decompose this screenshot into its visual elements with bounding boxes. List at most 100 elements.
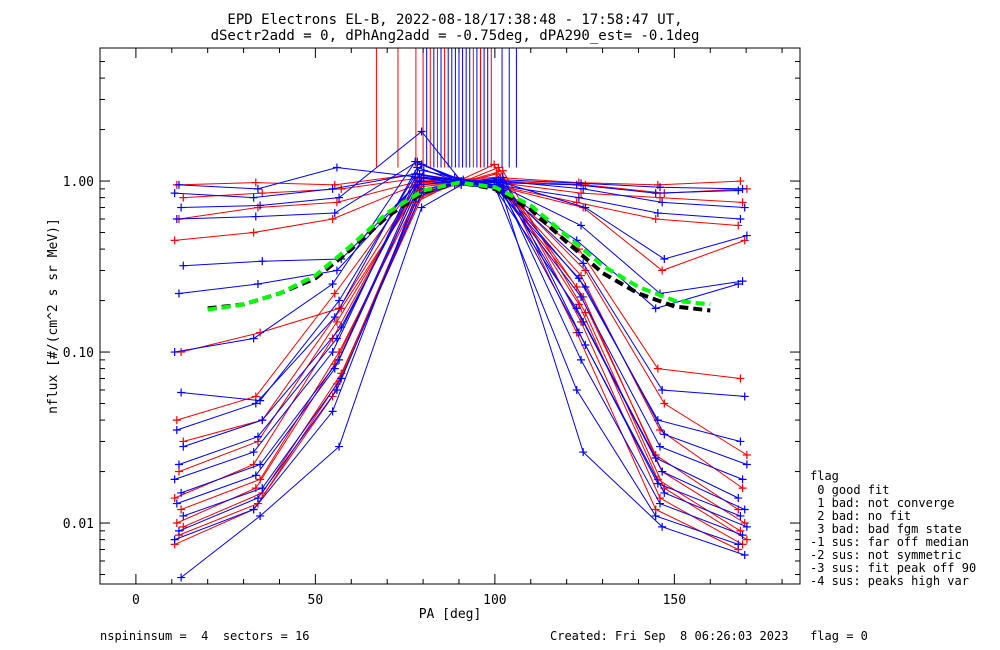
data-point-marker [417, 203, 426, 212]
data-point-marker [251, 471, 260, 480]
data-point-marker [658, 385, 667, 394]
data-point-marker [574, 193, 583, 202]
data-point-marker [653, 364, 662, 373]
data-point-marker [740, 236, 749, 245]
data-series [170, 127, 751, 582]
data-point-marker [332, 266, 341, 275]
series-line [174, 183, 739, 545]
data-point-marker [253, 184, 262, 193]
chart-title-line1: EPD Electrons EL-B, 2022-08-18/17:38:48 … [227, 12, 682, 28]
data-point-marker [738, 531, 747, 540]
legend-entry: 1 bad: not converge [810, 496, 955, 510]
data-point-marker [651, 189, 660, 198]
data-point-marker [332, 198, 341, 207]
data-point-marker [736, 437, 745, 446]
data-point-marker [337, 374, 346, 383]
flag-legend: flag 0 good fit 1 bad: not converge 2 ba… [810, 469, 976, 588]
data-point-marker [738, 484, 747, 493]
data-point-marker [249, 448, 258, 457]
data-point-marker [656, 499, 664, 508]
data-point-marker [177, 488, 186, 497]
data-point-marker [736, 511, 745, 520]
y-axis-label: nflux [#/(cm^2 s sr MeV)] [46, 218, 61, 414]
data-point-marker [335, 296, 344, 305]
data-point-marker [574, 328, 583, 337]
series-line [180, 176, 745, 353]
data-point-marker [734, 540, 743, 549]
data-point-marker [256, 460, 265, 469]
data-point-marker [660, 399, 669, 408]
data-point-marker [172, 416, 181, 425]
data-point-marker [174, 289, 183, 298]
data-point-marker [417, 127, 426, 136]
data-point-marker [330, 289, 339, 298]
data-point-marker [736, 177, 745, 186]
data-point-marker [177, 203, 186, 212]
data-point-marker [172, 499, 181, 508]
x-tick-label: 0 [132, 593, 140, 608]
data-point-marker [651, 304, 660, 313]
data-point-marker [332, 385, 341, 394]
data-point-marker [577, 221, 586, 230]
data-point-marker [174, 180, 183, 189]
data-point-marker [658, 522, 667, 531]
fit-curves [207, 180, 711, 313]
data-point-marker [179, 193, 188, 202]
data-point-marker [740, 392, 749, 401]
data-point-marker [256, 201, 265, 210]
data-point-marker [174, 460, 183, 469]
legend-title: flag [810, 469, 839, 483]
data-point-marker [658, 266, 667, 275]
data-point-marker [251, 399, 260, 408]
data-point-marker [249, 193, 258, 202]
data-point-marker [256, 475, 265, 484]
data-point-marker [574, 300, 583, 309]
data-point-marker [328, 280, 337, 289]
data-point-marker [335, 193, 344, 202]
data-point-marker [170, 494, 179, 503]
data-point-marker [734, 186, 743, 195]
x-tick-label: 50 [308, 593, 324, 608]
data-point-marker [174, 467, 183, 476]
legend-entry: 3 bad: bad fgm state [810, 522, 962, 536]
legend-entry: -3 sus: fit peak off 90 [810, 561, 976, 575]
data-point-marker [249, 228, 258, 237]
data-point-marker [335, 355, 344, 364]
data-point-marker [258, 257, 267, 266]
data-point-marker [328, 348, 337, 357]
y-tick-label: 0.01 [63, 517, 94, 532]
data-point-marker [256, 511, 265, 520]
data-point-marker [413, 157, 422, 166]
data-point-marker [177, 388, 186, 397]
data-point-marker [490, 160, 499, 169]
data-point-marker [651, 454, 660, 463]
data-point-marker [179, 511, 188, 520]
legend-entry: -1 sus: far off median [810, 535, 969, 549]
data-point-marker [738, 277, 747, 286]
series-line [183, 176, 748, 267]
data-point-marker [740, 203, 749, 212]
data-point-marker [577, 189, 586, 198]
data-point-marker [738, 184, 747, 193]
data-point-marker [172, 426, 181, 435]
data-point-marker [651, 511, 660, 520]
x-tick-label: 150 [663, 593, 686, 608]
legend-entry: 2 bad: no fit [810, 509, 911, 523]
data-point-marker [660, 430, 669, 439]
data-point-marker [572, 385, 581, 394]
data-point-marker [332, 317, 341, 326]
y-tick-label: 1.00 [63, 175, 94, 190]
series-line [183, 170, 748, 465]
data-point-marker [179, 442, 188, 451]
data-point-marker [577, 179, 586, 188]
series-line [174, 180, 739, 510]
data-point-marker [734, 494, 743, 503]
data-point-marker [734, 221, 743, 230]
axes: 0 50 100 150 0.01 0.10 1.00 [63, 47, 800, 608]
data-point-marker [656, 193, 664, 202]
data-point-marker [249, 334, 258, 343]
data-point-marker [738, 475, 747, 484]
data-point-marker [332, 163, 341, 172]
data-point-marker [581, 180, 590, 189]
data-point-marker [494, 175, 503, 184]
